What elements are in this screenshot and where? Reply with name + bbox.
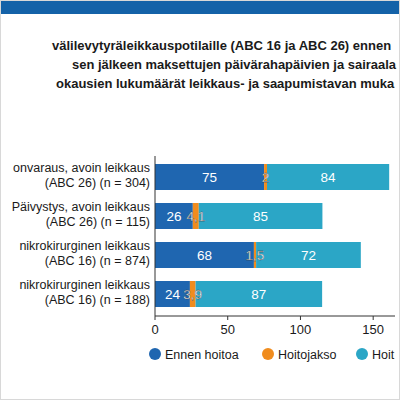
category-label: (ABC 16) (n = 874) [45, 254, 150, 268]
title: sen jälkeen maksettujen päivärahapäivien… [72, 57, 397, 72]
x-tick [155, 316, 156, 320]
background [0, 0, 400, 400]
data-labels: 75 26 68 24 2 4,1 1,5 3,9 84 85 72 87 [165, 170, 336, 302]
data-label: 72 [301, 248, 316, 263]
data-label: 2 [262, 170, 270, 185]
title: välilevytyräleikkauspotilaille (ABC 16 j… [52, 38, 391, 53]
x-tick-label: 150 [362, 322, 384, 337]
data-label: 26 [166, 209, 181, 224]
bar [155, 242, 254, 268]
frame [1, 1, 400, 400]
legend-swatch [149, 348, 161, 360]
legend-label: Hoit [372, 348, 395, 362]
category-label: Päivystys, avoin leikkaus [12, 200, 150, 214]
x-tick-label: 50 [220, 322, 234, 337]
x-tick [373, 316, 374, 320]
y-axis-line [155, 156, 156, 316]
data-label: 24 [165, 287, 181, 302]
data-label: 3,9 [183, 287, 202, 302]
legend-label: Hoitojakso [278, 348, 336, 362]
legend-label: Ennen hoitoa [165, 348, 239, 362]
x-tick [300, 316, 301, 320]
category-label: (ABC 26) (n = 115) [46, 215, 150, 229]
header-band [0, 0, 400, 14]
bar [256, 242, 361, 268]
bars [155, 164, 389, 307]
bar [196, 281, 323, 307]
title: okausien lukumäärät leikkaus- ja saapumi… [56, 76, 395, 91]
x-axis-line [155, 316, 395, 317]
category-label: (ABC 26) (n = 304) [45, 176, 150, 190]
data-label: 4,1 [186, 209, 205, 224]
category-label: (ABC 16) (n = 188) [45, 293, 150, 307]
data-label: 84 [321, 170, 337, 185]
x-tick [227, 316, 228, 320]
legend-swatch [262, 348, 274, 360]
data-label: 85 [253, 209, 268, 224]
x-tick-label: 100 [290, 322, 312, 337]
data-label: 1,5 [246, 248, 265, 263]
bar [199, 203, 323, 229]
data-label: 75 [202, 170, 217, 185]
chart: välilevytyräleikkauspotilaille (ABC 16 j… [0, 0, 400, 400]
legend-swatch [356, 348, 368, 360]
category-label: nikrokirurginen leikkaus [19, 239, 150, 253]
category-label: nikrokirurginen leikkaus [19, 278, 150, 292]
bar [155, 164, 264, 190]
category-label: onvaraus, avoin leikkaus [13, 161, 150, 175]
data-label: 87 [251, 287, 266, 302]
data-label: 68 [197, 248, 212, 263]
bar [267, 164, 389, 190]
x-tick-label: 0 [151, 322, 158, 337]
